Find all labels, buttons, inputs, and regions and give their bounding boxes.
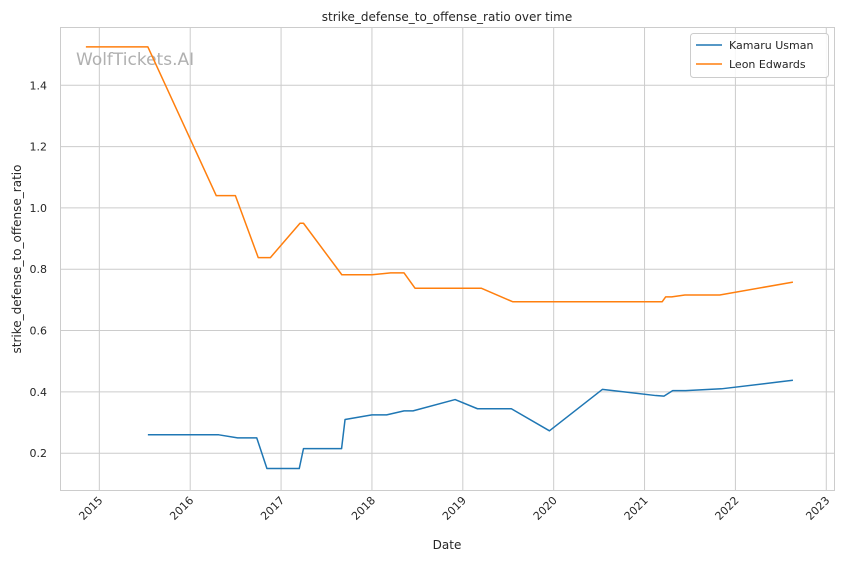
series-line-kamaru-usman — [147, 379, 794, 470]
y-tick-label-1.4: 1.4 — [30, 79, 48, 92]
y-tick-label-0.6: 0.6 — [30, 325, 48, 338]
y-axis-ticks: 0.2 0.4 0.6 0.8 1.0 1.2 1.4 — [30, 79, 48, 460]
y-tick-label-1.0: 1.0 — [30, 202, 48, 215]
y-axis-label: strike_defense_to_offense_ratio — [10, 165, 24, 354]
x-axis-label: Date — [433, 538, 462, 552]
y-tick-label-0.2: 0.2 — [30, 447, 48, 460]
legend-label-leon-edwards: Leon Edwards — [729, 58, 806, 71]
series-layer — [85, 46, 794, 470]
watermark: WolfTickets.AI — [76, 50, 194, 70]
y-tick-label-1.2: 1.2 — [30, 141, 48, 154]
y-tick-label-0.4: 0.4 — [30, 386, 48, 399]
legend-label-kamaru-usman: Kamaru Usman — [729, 39, 813, 52]
grid — [60, 27, 834, 490]
series-line-leon-edwards — [85, 46, 794, 303]
legend-box — [690, 33, 829, 78]
legend: Kamaru Usman Leon Edwards — [690, 33, 829, 78]
chart-title: strike_defense_to_offense_ratio over tim… — [322, 10, 572, 24]
y-tick-label-0.8: 0.8 — [30, 263, 48, 276]
plot-frame — [60, 27, 835, 491]
